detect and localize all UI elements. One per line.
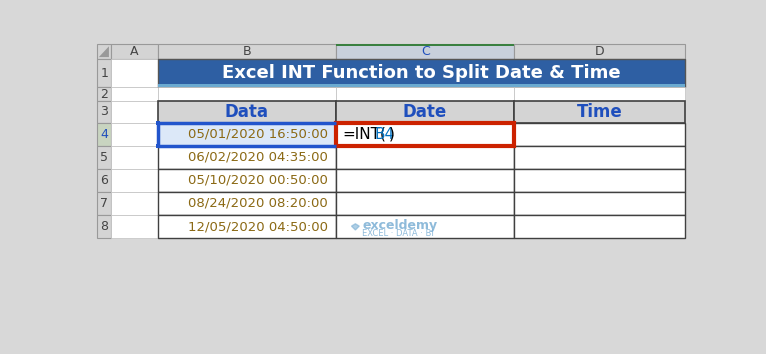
Bar: [111, 87, 158, 101]
Text: Date: Date: [403, 103, 447, 121]
Text: D: D: [594, 45, 604, 58]
Text: B: B: [243, 45, 251, 58]
Bar: [156, 121, 160, 125]
Bar: [111, 145, 158, 169]
Text: 05/10/2020 00:50:00: 05/10/2020 00:50:00: [188, 174, 329, 187]
Bar: [514, 101, 685, 122]
Bar: [111, 215, 158, 238]
Bar: [336, 44, 514, 46]
Text: =INT(: =INT(: [342, 127, 386, 142]
Text: B4: B4: [375, 127, 395, 142]
Bar: [97, 145, 111, 169]
Text: Data: Data: [225, 103, 269, 121]
Text: C: C: [421, 45, 430, 58]
Bar: [97, 44, 111, 59]
Bar: [111, 44, 158, 59]
Bar: [514, 87, 685, 101]
Bar: [514, 44, 685, 59]
Text: 5: 5: [100, 151, 108, 164]
Text: Time: Time: [577, 103, 622, 121]
Bar: [111, 122, 158, 145]
Bar: [158, 84, 685, 87]
Bar: [156, 144, 160, 148]
Text: 7: 7: [100, 197, 108, 210]
Text: 1: 1: [100, 67, 108, 80]
Bar: [97, 122, 111, 145]
Text: ): ): [388, 127, 394, 142]
Text: EXCEL · DATA · BI: EXCEL · DATA · BI: [362, 229, 434, 238]
Bar: [336, 87, 514, 101]
Bar: [158, 145, 336, 169]
Bar: [158, 192, 336, 215]
Bar: [111, 101, 158, 122]
Bar: [336, 192, 514, 215]
Bar: [514, 192, 685, 215]
Text: 05/01/2020 16:50:00: 05/01/2020 16:50:00: [188, 127, 329, 141]
Bar: [158, 169, 336, 192]
Bar: [97, 101, 111, 122]
Bar: [158, 87, 336, 101]
Bar: [97, 215, 111, 238]
Bar: [514, 215, 685, 238]
Bar: [514, 169, 685, 192]
Text: 2: 2: [100, 87, 108, 101]
Bar: [336, 101, 514, 122]
Bar: [97, 169, 111, 192]
Bar: [158, 101, 336, 122]
Text: 4: 4: [100, 127, 108, 141]
Bar: [336, 215, 514, 238]
Bar: [97, 87, 111, 101]
Bar: [158, 215, 336, 238]
Bar: [336, 44, 514, 59]
Bar: [111, 59, 158, 87]
Text: 12/05/2020 04:50:00: 12/05/2020 04:50:00: [188, 220, 329, 233]
Bar: [336, 145, 514, 169]
Text: 8: 8: [100, 220, 108, 233]
Bar: [514, 122, 685, 145]
Bar: [336, 169, 514, 192]
Polygon shape: [352, 224, 359, 230]
Text: A: A: [130, 45, 139, 58]
Text: 08/24/2020 08:20:00: 08/24/2020 08:20:00: [188, 197, 329, 210]
Bar: [158, 59, 685, 87]
Text: 06/02/2020 04:35:00: 06/02/2020 04:35:00: [188, 151, 329, 164]
Text: 6: 6: [100, 174, 108, 187]
Bar: [158, 44, 336, 59]
Bar: [111, 169, 158, 192]
Text: 3: 3: [100, 105, 108, 118]
Bar: [514, 145, 685, 169]
Bar: [336, 122, 514, 145]
Bar: [158, 122, 336, 145]
Text: exceldemy: exceldemy: [362, 219, 437, 232]
Text: Excel INT Function to Split Date & Time: Excel INT Function to Split Date & Time: [222, 64, 620, 82]
Bar: [97, 192, 111, 215]
Polygon shape: [99, 46, 109, 57]
Bar: [97, 59, 111, 87]
Bar: [111, 192, 158, 215]
